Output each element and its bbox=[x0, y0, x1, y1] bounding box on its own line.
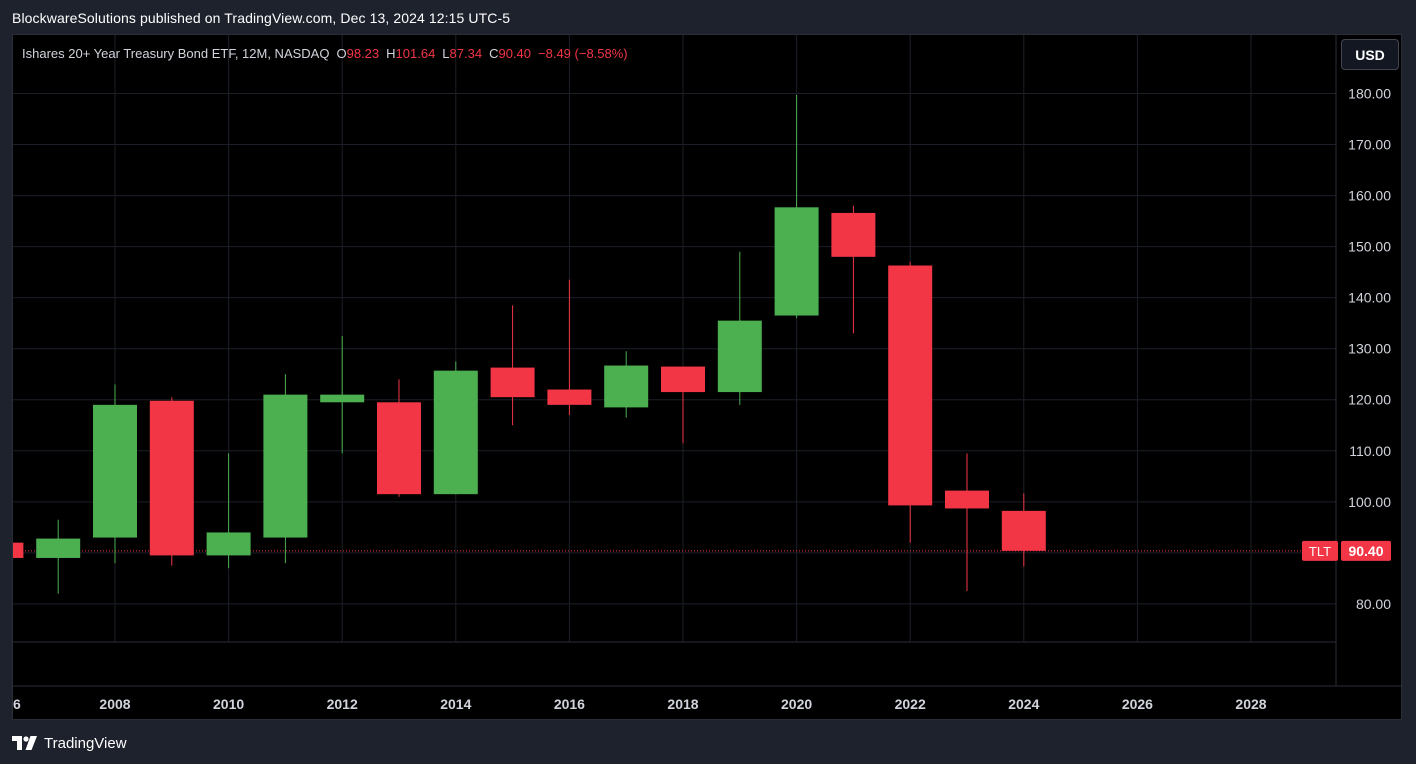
low-value: 87.34 bbox=[449, 46, 483, 61]
candle-body bbox=[945, 490, 989, 509]
candle-2023 bbox=[945, 453, 989, 592]
candle-body bbox=[1001, 510, 1046, 551]
candle-2017 bbox=[604, 351, 649, 418]
candle-body bbox=[774, 207, 819, 316]
candle-body bbox=[206, 532, 251, 556]
candle-2019 bbox=[717, 251, 762, 405]
candle-2014 bbox=[433, 361, 478, 495]
chart-pane[interactable]: 80.0090.00100.00110.00120.00130.00140.00… bbox=[12, 34, 1403, 721]
candle-2015 bbox=[490, 305, 535, 426]
price-tick-label: 100.00 bbox=[1348, 494, 1391, 510]
last-price-tag: 90.40 bbox=[1348, 543, 1383, 559]
low-label: L bbox=[442, 46, 450, 61]
candle-2013 bbox=[377, 379, 421, 497]
high-label: H bbox=[386, 46, 396, 61]
candle-2006 bbox=[13, 542, 24, 558]
candlestick-chart[interactable]: 80.0090.00100.00110.00120.00130.00140.00… bbox=[13, 35, 1403, 721]
candle-2024 bbox=[1001, 493, 1046, 567]
candle-2012 bbox=[320, 335, 365, 454]
price-tick-label: 170.00 bbox=[1348, 137, 1391, 153]
symbol-title[interactable]: Ishares 20+ Year Treasury Bond ETF, 12M,… bbox=[22, 46, 330, 61]
open-label: O bbox=[336, 46, 347, 61]
open-value: 98.23 bbox=[346, 46, 380, 61]
candle-body bbox=[36, 538, 81, 558]
price-tick-label: 150.00 bbox=[1348, 239, 1391, 255]
time-tick-label: 2024 bbox=[1008, 696, 1039, 712]
close-label: C bbox=[489, 46, 499, 61]
candle-body bbox=[263, 394, 308, 538]
candle-2021 bbox=[831, 205, 876, 334]
candle-body bbox=[320, 394, 365, 403]
price-tick-label: 160.00 bbox=[1348, 188, 1391, 204]
price-tick-label: 180.00 bbox=[1348, 86, 1391, 102]
price-tick-label: 140.00 bbox=[1348, 290, 1391, 306]
candle-2018 bbox=[661, 366, 705, 444]
time-tick-label: 2008 bbox=[99, 696, 130, 712]
price-tick-label: 80.00 bbox=[1356, 596, 1391, 612]
candle-body bbox=[490, 367, 535, 398]
candle-2009 bbox=[149, 397, 194, 566]
time-tick-label: 2028 bbox=[1235, 696, 1266, 712]
change-value: −8.49 (−8.58%) bbox=[538, 46, 628, 61]
tradingview-brand[interactable]: TradingView bbox=[12, 733, 127, 753]
candle-body bbox=[888, 265, 933, 506]
last-price-badge: TLT 90.40 bbox=[1302, 540, 1391, 561]
time-tick-label: 2010 bbox=[213, 696, 244, 712]
time-tick-label: 2020 bbox=[781, 696, 812, 712]
price-tick-label: 130.00 bbox=[1348, 341, 1391, 357]
candle-2016 bbox=[547, 279, 592, 416]
time-tick-label: 2022 bbox=[895, 696, 926, 712]
candle-body bbox=[717, 320, 762, 393]
candle-body bbox=[93, 404, 137, 538]
candle-body bbox=[13, 542, 24, 558]
candles bbox=[13, 95, 1046, 594]
symbol-tag-bg bbox=[1302, 540, 1338, 561]
candle-2007 bbox=[36, 519, 81, 594]
price-tick-label: 120.00 bbox=[1348, 392, 1391, 408]
tradingview-logo-icon bbox=[12, 736, 37, 750]
last-price-tag-bg bbox=[1341, 540, 1391, 561]
candle-body bbox=[547, 389, 592, 405]
currency-button[interactable]: USD bbox=[1341, 39, 1399, 70]
candle-body bbox=[604, 365, 649, 408]
candle-2011 bbox=[263, 374, 308, 564]
candle-2010 bbox=[206, 453, 251, 569]
time-tick-label: 2018 bbox=[667, 696, 698, 712]
candle-2020 bbox=[774, 95, 819, 319]
ohlc-legend: Ishares 20+ Year Treasury Bond ETF, 12M,… bbox=[22, 46, 628, 61]
candle-2022 bbox=[888, 261, 933, 543]
time-tick-label: 6 bbox=[13, 696, 21, 712]
candle-2008 bbox=[93, 384, 137, 564]
candle-body bbox=[433, 370, 478, 495]
close-value: 90.40 bbox=[498, 46, 532, 61]
price-tick-label: 110.00 bbox=[1349, 443, 1391, 459]
time-tick-label: 2012 bbox=[327, 696, 358, 712]
brand-name: TradingView bbox=[44, 734, 127, 752]
time-tick-label: 2014 bbox=[440, 696, 471, 712]
candle-body bbox=[831, 212, 876, 257]
published-by-header: BlockwareSolutions published on TradingV… bbox=[12, 10, 511, 26]
candle-body bbox=[149, 400, 194, 556]
candle-body bbox=[377, 402, 421, 495]
price-axis[interactable]: 80.0090.00100.00110.00120.00130.00140.00… bbox=[1348, 86, 1391, 612]
candle-body bbox=[661, 366, 705, 393]
high-value: 101.64 bbox=[395, 46, 436, 61]
time-tick-label: 2026 bbox=[1122, 696, 1153, 712]
symbol-tag: TLT bbox=[1309, 544, 1331, 559]
time-tick-label: 2016 bbox=[554, 696, 585, 712]
time-axis[interactable]: 6 2008 2010 2012 2014 2016 2018 2020 2022 2024 202… bbox=[13, 696, 1267, 712]
